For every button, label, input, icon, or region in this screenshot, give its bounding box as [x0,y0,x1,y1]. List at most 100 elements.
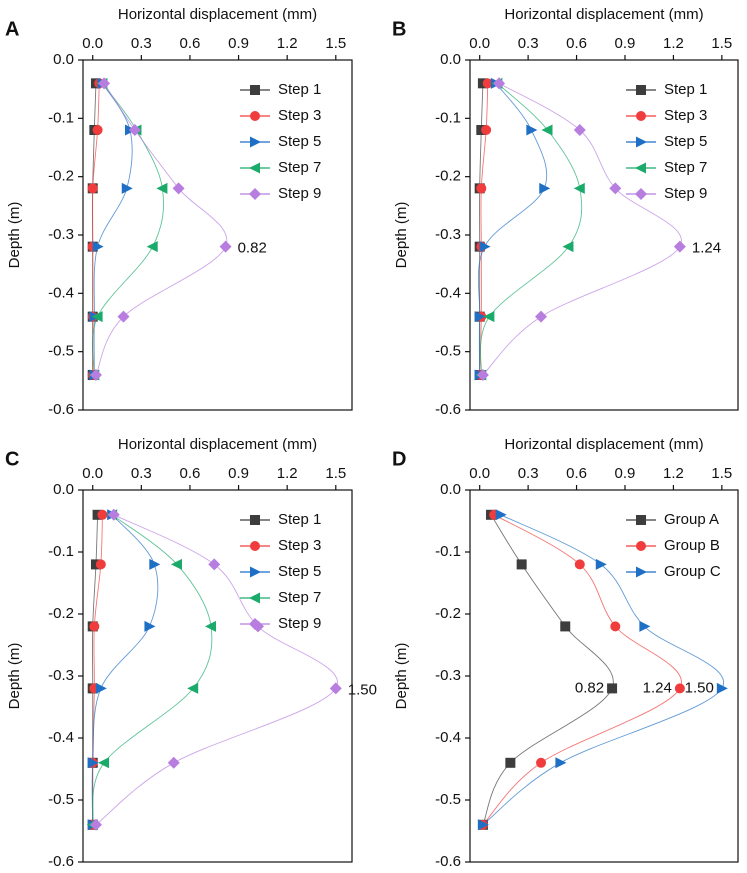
annotation: 1.50 [685,679,714,696]
y-tick-label: -0.5 [435,791,461,808]
marker [636,541,646,551]
y-axis-label: Depth (m) [6,643,23,710]
legend-label: Step 1 [278,81,321,98]
marker [92,125,103,135]
marker [250,566,261,578]
y-tick-label: -0.4 [435,729,461,746]
y-tick-label: -0.4 [48,729,74,746]
marker [91,311,103,323]
y-tick-label: -0.4 [48,284,74,301]
marker [89,369,102,381]
annotation: 0.82 [575,679,604,696]
chart-panel: C Horizontal displacement (mm) Depth (m) 0.… [5,436,377,870]
series-line [92,514,213,825]
marker [636,111,646,121]
marker [482,78,493,89]
marker [535,310,548,323]
marker [574,559,585,570]
marker [205,620,217,632]
marker [493,77,506,90]
marker [144,620,156,632]
marker [249,162,260,174]
marker [635,162,646,174]
marker [250,515,260,525]
series-line [95,514,339,826]
marker [187,682,199,694]
x-tick-label: 0.0 [469,465,490,482]
marker [172,182,185,195]
marker [562,241,574,253]
marker [92,241,104,253]
series-line [482,82,682,376]
y-tick-label: -0.2 [48,168,74,185]
annotation: 1.24 [643,679,672,696]
marker [219,240,232,253]
marker [610,621,621,632]
marker [477,819,489,831]
y-tick-label: -0.2 [435,605,461,622]
x-tick-label: 0.3 [518,35,539,52]
y-tick-label: -0.1 [435,543,461,560]
y-tick-label: -0.3 [435,226,461,243]
marker [476,183,487,194]
y-tick-label: -0.6 [435,401,461,418]
x-tick-label: 1.2 [663,465,684,482]
marker [636,515,646,525]
y-tick-label: -0.3 [48,667,74,684]
y-tick-label: -0.1 [48,109,74,126]
x-tick-label: 1.2 [277,465,298,482]
series-line [95,83,228,376]
y-tick-label: -0.2 [48,605,74,622]
x-tick-label: 0.3 [131,465,152,482]
chart-panel: A Horizontal displacement (mm) Depth (m) 0.… [5,6,353,418]
marker [98,757,110,769]
marker [636,566,647,578]
y-tick-label: -0.6 [48,853,74,870]
panel-label: D [392,448,406,470]
x-tick-label: 0.9 [615,465,636,482]
marker [560,621,571,632]
marker [636,85,646,95]
marker [495,509,507,521]
y-tick-label: 0.0 [53,51,74,68]
legend-label: Step 9 [664,185,707,202]
x-tick-label: 0.6 [180,465,201,482]
legend-label: Step 3 [664,107,707,124]
x-tick-label: 0.6 [566,465,587,482]
marker [249,618,261,630]
x-tick-label: 1.5 [711,465,732,482]
annotation: 1.50 [348,681,377,698]
x-tick-label: 1.5 [711,35,732,52]
marker [607,683,618,694]
x-axis-label: Horizontal displacement (mm) [504,6,703,23]
legend-label: Step 3 [278,537,321,554]
marker [609,182,622,195]
marker [474,311,486,323]
x-tick-label: 0.0 [82,35,103,52]
marker [250,85,260,95]
panel-label: B [392,18,406,40]
chart-panel: B Horizontal displacement (mm) Depth (m) 0.… [392,6,739,418]
marker [128,124,141,136]
legend-label: Group C [664,563,721,580]
x-axis-label: Horizontal displacement (mm) [118,6,317,23]
marker [87,757,99,769]
marker [476,369,489,381]
panel-label: C [5,448,19,470]
legend-label: Step 9 [278,185,321,202]
marker [250,541,260,551]
marker [639,620,651,632]
legend-label: Step 9 [278,615,321,632]
x-tick-label: 0.3 [518,465,539,482]
marker [87,183,98,194]
y-tick-label: -0.5 [435,343,461,360]
x-tick-label: 1.5 [325,35,346,52]
legend-label: Step 5 [278,133,321,150]
x-axis-label: Horizontal displacement (mm) [118,436,317,453]
x-tick-label: 0.9 [228,465,249,482]
marker [170,558,182,570]
y-tick-label: -0.1 [48,543,74,560]
y-tick-label: -0.3 [435,667,461,684]
y-tick-label: -0.5 [48,791,74,808]
marker [573,182,585,194]
